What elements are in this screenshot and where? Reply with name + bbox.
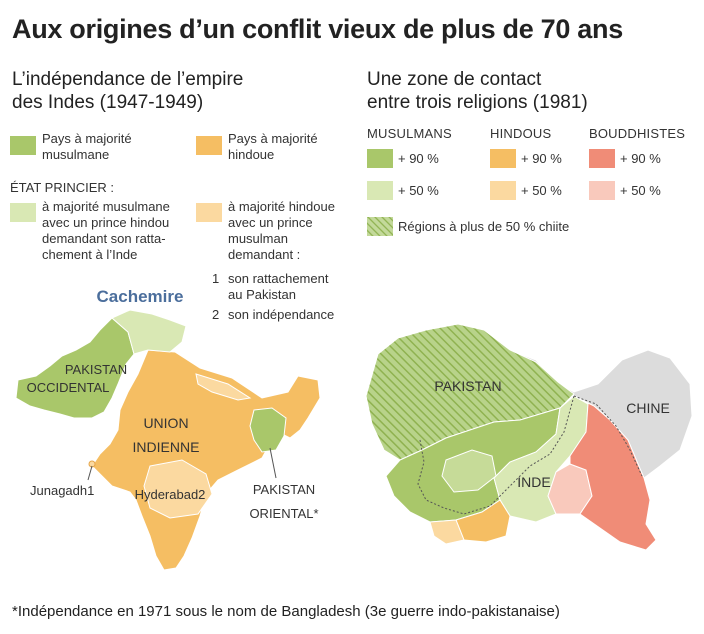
legend-label-buddhist-50: + 50 % (620, 183, 661, 198)
map-region-union-indienne (91, 349, 321, 571)
left-title-line2: des Indes (1947-1949) (12, 92, 204, 113)
legend-header-hindus: HINDOUS (490, 126, 552, 141)
label-union-l1: UNION (143, 415, 188, 431)
label-cachemire: Cachemire (97, 287, 184, 306)
legend-swatch-shia (367, 217, 393, 236)
map-region-jammu-hindu (455, 499, 511, 543)
legend-label-muslim-country: Pays à majorité musulmane (42, 131, 132, 162)
india-1947-map: Cachemire PAKISTAN OCCIDENTAL UNION INDI… (15, 287, 321, 571)
legend-princely-header: ÉTAT PRINCIER : (10, 180, 115, 195)
label-pakistan-oriental-l1: PAKISTAN (253, 482, 315, 497)
map-region-nepal (195, 373, 252, 401)
legend-header-muslims: MUSULMANS (367, 126, 452, 141)
map-region-cachemire (111, 309, 187, 355)
legend-option2-num: 2 (212, 307, 220, 322)
legend-swatch-princely-hindu (196, 203, 222, 222)
legend-label-hindu-50: + 50 % (521, 183, 562, 198)
legend-swatch-hindu-50 (490, 181, 516, 200)
label-hyderabad: Hyderabad2 (135, 487, 206, 502)
legend-swatch-muslim-90 (367, 149, 393, 168)
legend-swatch-hindu-90 (490, 149, 516, 168)
leader-junagadh (87, 465, 93, 481)
right-section-title: Une zone de contact entre trois religion… (367, 68, 588, 114)
label-pakistan-occidental-l2: OCCIDENTAL (27, 380, 110, 395)
left-title-line1: L’indépendance de l’empire (12, 69, 244, 90)
legend-label-princely-muslim: à majorité musulmane avec un prince hind… (42, 199, 170, 262)
right-title-line2: entre trois religions (1981) (367, 92, 588, 113)
map-line-of-control (417, 395, 575, 515)
legend-swatch-princely-muslim (10, 203, 36, 222)
label-inde: INDE (517, 474, 550, 490)
label-pakistan: PAKISTAN (434, 378, 501, 394)
legend-option2-text: son indépendance (228, 307, 335, 322)
label-pakistan-occidental-l1: PAKISTAN (65, 362, 127, 377)
legend-option1-num: 1 (212, 271, 220, 286)
legend-swatch-buddhist-90 (589, 149, 615, 168)
leader-pakistan-oriental (269, 447, 277, 479)
kashmir-1981-map: PAKISTAN CHINE INDE (365, 323, 693, 551)
right-title-line1: Une zone de contact (367, 69, 542, 90)
map-region-pakistan-occidental (15, 317, 135, 419)
map-region-kashmir-valley (441, 449, 497, 493)
map-region-pakistan-oriental (249, 407, 287, 453)
legend-label-princely-hindu: à majorité hindoue avec un prince musulm… (228, 199, 335, 262)
legend-swatch-buddhist-50 (589, 181, 615, 200)
label-pakistan-oriental-l2: ORIENTAL* (249, 506, 318, 521)
legend-swatch-muslim-50 (367, 181, 393, 200)
legend-label-hindu-90: + 90 % (521, 151, 562, 166)
left-section-title: L’indépendance de l’empire des Indes (19… (12, 68, 243, 114)
main-title: Aux origines d’un conflit vieux de plus … (12, 14, 623, 44)
legend-swatch-muslim-country (10, 136, 36, 155)
map-region-jammu-hindu-light (429, 519, 465, 545)
legend-label-muslim-50: + 50 % (398, 183, 439, 198)
legend-label-muslim-90: + 90 % (398, 151, 439, 166)
legend-label-hindu-country: Pays à majorité hindoue (228, 131, 318, 162)
map-region-hyderabad (143, 459, 213, 519)
label-chine: CHINE (626, 400, 670, 416)
label-union-l2: INDIENNE (133, 439, 200, 455)
legend-swatch-hindu-country (196, 136, 222, 155)
map-line-china-border (573, 395, 643, 477)
map-region-ladakh-buddhist (569, 395, 657, 551)
legend-header-buddhists: BOUDDHISTES (589, 126, 686, 141)
legend-label-buddhist-90: + 90 % (620, 151, 661, 166)
label-junagadh: Junagadh1 (30, 483, 94, 498)
legend-option1-text: son rattachement au Pakistan (228, 271, 329, 302)
legend-label-shia: Régions à plus de 50 % chiite (398, 219, 570, 234)
footnote: *Indépendance en 1971 sous le nom de Ban… (12, 603, 560, 620)
